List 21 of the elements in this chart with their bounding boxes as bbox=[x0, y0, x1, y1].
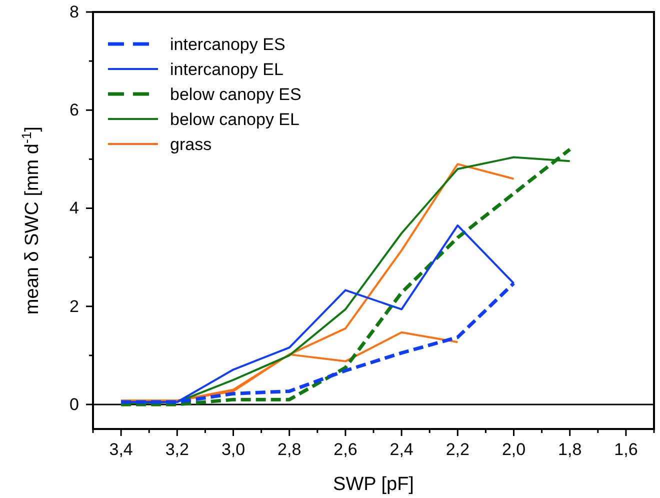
y-tick-label: 4 bbox=[70, 198, 79, 218]
x-tick-label: 1,6 bbox=[614, 440, 638, 460]
x-tick-label: 2,6 bbox=[334, 440, 358, 460]
legend-label: intercanopy ES bbox=[170, 35, 286, 54]
x-tick-label: 3,4 bbox=[109, 440, 133, 460]
x-tick-label: 1,8 bbox=[558, 440, 582, 460]
y-tick-label: 6 bbox=[70, 100, 79, 120]
x-tick-label: 2,4 bbox=[390, 440, 414, 460]
x-tick-label: 3,2 bbox=[165, 440, 189, 460]
x-axis-title: SWP [pF] bbox=[333, 474, 414, 495]
y-tick-label: 2 bbox=[70, 296, 79, 316]
x-tick-label: 2,8 bbox=[278, 440, 302, 460]
legend-label: below canopy ES bbox=[170, 85, 302, 104]
y-tick-label: 8 bbox=[70, 2, 79, 22]
y-tick-label: 0 bbox=[70, 394, 79, 414]
legend-label: below canopy EL bbox=[170, 110, 300, 129]
x-tick-label: 2,0 bbox=[502, 440, 526, 460]
legend-label: intercanopy EL bbox=[170, 60, 284, 79]
x-tick-label: 2,2 bbox=[446, 440, 470, 460]
legend-label: grass bbox=[170, 135, 212, 154]
x-tick-label: 3,0 bbox=[221, 440, 246, 460]
